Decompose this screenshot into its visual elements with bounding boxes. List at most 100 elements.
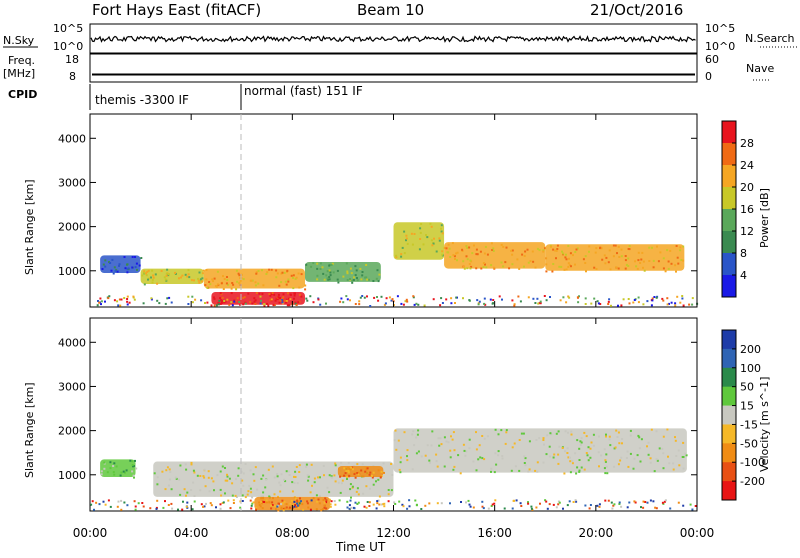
power-near-cell bbox=[477, 303, 480, 306]
velocity-cell bbox=[571, 462, 574, 465]
power-near-cell bbox=[390, 299, 393, 302]
power-cell bbox=[456, 251, 459, 254]
velocity-near-cell bbox=[251, 502, 254, 505]
power-near-cell bbox=[666, 297, 669, 300]
power-near-cell bbox=[126, 303, 129, 306]
velocity-cell bbox=[675, 455, 678, 457]
velocity-near-cell bbox=[664, 499, 667, 502]
velocity-near-cell bbox=[398, 500, 401, 503]
velocity-near-cell bbox=[133, 500, 136, 503]
velocity-cell bbox=[457, 454, 460, 457]
velocity-cell bbox=[483, 437, 486, 440]
power-cell bbox=[430, 239, 433, 242]
velocity-cell bbox=[261, 495, 264, 498]
power-cell bbox=[588, 250, 590, 253]
velocity-cell bbox=[306, 500, 309, 503]
power-cell bbox=[485, 266, 488, 269]
velocity-cell bbox=[183, 488, 186, 491]
power-cell bbox=[280, 272, 283, 275]
power-cell bbox=[205, 269, 208, 271]
velocity-cell bbox=[429, 461, 431, 464]
velocity-near-cell bbox=[191, 508, 194, 511]
power-near-cell bbox=[191, 301, 194, 304]
velocity-cell bbox=[398, 468, 401, 471]
power-cell bbox=[336, 278, 339, 281]
velocity-near-cell bbox=[202, 505, 205, 508]
velocity-cell bbox=[129, 459, 132, 462]
velocity-cell bbox=[682, 467, 685, 470]
power-cell bbox=[569, 252, 572, 255]
power-cell bbox=[504, 261, 507, 264]
power-cell bbox=[574, 263, 576, 266]
power-near-cell bbox=[417, 303, 420, 306]
velocity-colorbar-swatch bbox=[722, 481, 736, 501]
velocity-cell bbox=[165, 469, 168, 472]
power-cell bbox=[441, 232, 444, 235]
power-cell bbox=[538, 249, 541, 252]
power-cell bbox=[187, 273, 190, 276]
velocity-near-cell bbox=[402, 505, 405, 508]
station-title: Fort Hays East (fitACF) bbox=[92, 1, 261, 19]
power-cell bbox=[198, 271, 201, 274]
power-near-cell bbox=[285, 299, 288, 302]
power-band-5 bbox=[444, 242, 546, 269]
velocity-yticks: 1000 2000 3000 4000 bbox=[58, 336, 697, 482]
power-near-cell bbox=[340, 297, 343, 300]
power-cell bbox=[285, 301, 288, 304]
power-colorbar-swatch bbox=[722, 143, 736, 166]
velocity-cell bbox=[293, 482, 296, 484]
velocity-near-cell bbox=[215, 506, 217, 509]
velocity-near-cell bbox=[626, 506, 629, 509]
power-cell bbox=[304, 284, 307, 287]
velocity-cell bbox=[580, 466, 583, 469]
velocity-cell bbox=[451, 438, 454, 441]
velocity-cell bbox=[306, 474, 309, 477]
velocity-cell bbox=[390, 463, 393, 465]
velocity-near-cell bbox=[372, 503, 375, 506]
power-near-cell bbox=[117, 304, 120, 307]
power-near-cell bbox=[534, 302, 537, 304]
power-cell bbox=[147, 278, 149, 281]
power-cell bbox=[452, 254, 455, 257]
velocity-cell bbox=[632, 467, 635, 470]
velocity-cell bbox=[224, 467, 226, 469]
power-cell bbox=[131, 256, 134, 258]
velocity-cell bbox=[468, 438, 471, 441]
power-cell bbox=[617, 245, 620, 248]
velocity-near-cell bbox=[209, 502, 212, 505]
velocity-near-cell bbox=[123, 501, 126, 504]
power-cell bbox=[197, 277, 199, 280]
velocity-near-cell bbox=[677, 501, 680, 504]
power-near-cell bbox=[156, 299, 159, 302]
velocity-cell bbox=[656, 459, 659, 462]
power-ytick-label: 2000 bbox=[58, 221, 86, 234]
velocity-near-cell bbox=[654, 506, 657, 509]
velocity-near-cell bbox=[294, 504, 297, 507]
velocity-near-cell bbox=[503, 507, 506, 510]
search-tick-top: 10^5 bbox=[705, 22, 735, 35]
power-cell bbox=[356, 279, 359, 282]
velocity-cell bbox=[291, 490, 294, 493]
power-near-cell bbox=[243, 296, 246, 299]
velocity-cell bbox=[318, 495, 321, 498]
velocity-near-cell bbox=[408, 499, 411, 502]
velocity-near-cell bbox=[377, 499, 380, 502]
power-cell bbox=[403, 230, 406, 233]
time-axis-ticks: 00:00 04:00 08:00 12:00 16:00 20:00 00:00 bbox=[73, 114, 714, 540]
power-near-cell bbox=[676, 295, 679, 298]
power-cell bbox=[616, 252, 618, 255]
power-colorbar-swatch bbox=[722, 187, 736, 210]
power-near-cell bbox=[312, 301, 315, 304]
velocity-cell bbox=[278, 481, 281, 484]
power-cell bbox=[327, 278, 330, 281]
velocity-near-cell bbox=[330, 500, 333, 503]
velocity-near-cell bbox=[568, 500, 571, 503]
velocity-colorbar-tick-label: 15 bbox=[740, 400, 754, 413]
velocity-cell bbox=[237, 474, 240, 477]
time-tick-label: 16:00 bbox=[477, 526, 512, 540]
velocity-cell bbox=[334, 480, 337, 483]
velocity-cell bbox=[284, 507, 287, 510]
power-cell bbox=[604, 262, 607, 265]
velocity-near-cell bbox=[644, 501, 647, 503]
power-cell bbox=[230, 287, 233, 290]
